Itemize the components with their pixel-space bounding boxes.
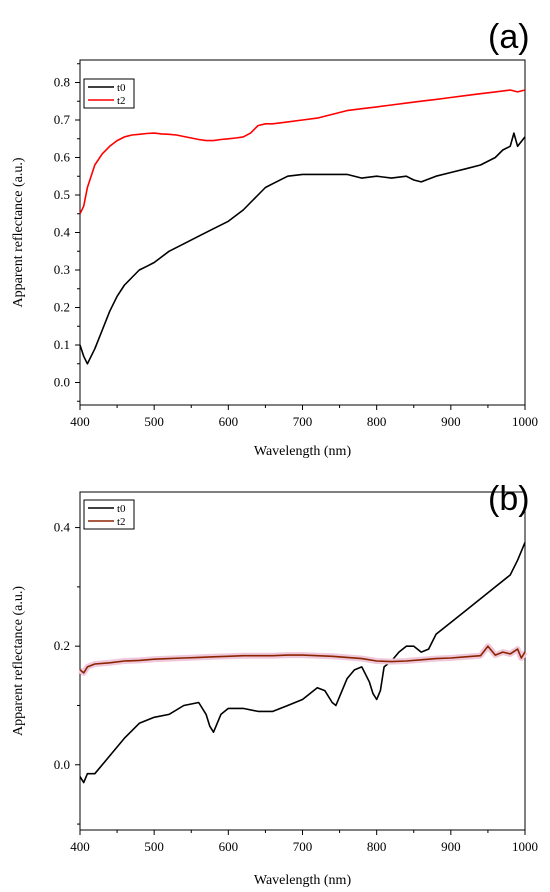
panel-label: (b) (488, 480, 530, 518)
y-tick-label: 0.2 (54, 300, 70, 315)
x-tick-label: 700 (293, 839, 313, 854)
chart-b: 400 500 600 700 800 900 1000 0.0 0.2 0.4 (b) Wav… (11, 480, 538, 888)
x-axis-title: Wavelength (nm) (254, 873, 352, 888)
legend-box (83, 499, 135, 530)
y-tick-label: 0.2 (54, 638, 70, 653)
legend-label-t0: t0 (117, 82, 126, 94)
x-tick-label: 800 (367, 839, 387, 854)
x-tick-label: 1000 (512, 414, 538, 429)
legend-label-t2: t2 (117, 95, 126, 107)
y-tick-label: 0.0 (54, 757, 70, 772)
x-tick-label: 500 (144, 839, 164, 854)
y-tick-label: 0.7 (54, 112, 71, 127)
y-tick-label: 0.6 (54, 150, 71, 165)
x-tick-label: 800 (367, 414, 387, 429)
y-axis-title: Apparent reflectance (a.u.) (11, 157, 26, 307)
x-tick-label: 400 (70, 414, 90, 429)
y-tick-label: 0.0 (54, 375, 70, 390)
legend-label-t0: t0 (117, 503, 126, 515)
x-tick-label: 700 (293, 414, 313, 429)
y-axis-title: Apparent reflectance (a.u.) (11, 586, 26, 736)
series-line-t0 (79, 542, 526, 784)
x-tick-label: 1000 (512, 839, 538, 854)
legend: t0 t2 (83, 78, 135, 109)
legend-box (83, 78, 135, 109)
legend-label-t2: t2 (117, 516, 126, 528)
y-tick-label: 0.8 (54, 75, 70, 90)
legend: t0 t2 (83, 499, 135, 530)
y-tick-label: 0.5 (54, 187, 70, 202)
series-line-t2 (79, 645, 526, 674)
series-line-t0 (79, 132, 526, 365)
plot-frame (79, 59, 526, 406)
x-tick-label: 900 (441, 839, 461, 854)
x-tick-label: 600 (219, 839, 239, 854)
series-layer (78, 542, 528, 784)
y-tick-label: 0.1 (54, 337, 70, 352)
x-tick-label: 600 (219, 414, 239, 429)
y-tick-label: 0.4 (54, 520, 71, 535)
x-axis-ticks: 400 500 600 700 800 900 1000 (70, 405, 538, 429)
y-axis-ticks: 0.0 0.2 0.4 (54, 520, 80, 825)
panel-label: (a) (488, 18, 530, 56)
chart-a: 400 500 600 700 800 900 1000 0.00.10.20.30.40.… (11, 18, 538, 459)
y-axis-ticks: 0.0 0.1 0.2 0.3 0.4 0.5 0.6 0.7 0.8 (54, 63, 80, 402)
x-tick-label: 500 (144, 414, 164, 429)
series-line-t2 (79, 89, 526, 215)
x-tick-label: 900 (441, 414, 461, 429)
x-tick-label: 400 (70, 839, 90, 854)
y-tick-label: 0.4 (54, 225, 71, 240)
x-axis-ticks: 400 500 600 700 800 900 1000 (70, 830, 538, 854)
series-layer (79, 89, 526, 365)
x-axis-title: Wavelength (nm) (254, 444, 352, 459)
y-tick-label: 0.3 (54, 262, 70, 277)
